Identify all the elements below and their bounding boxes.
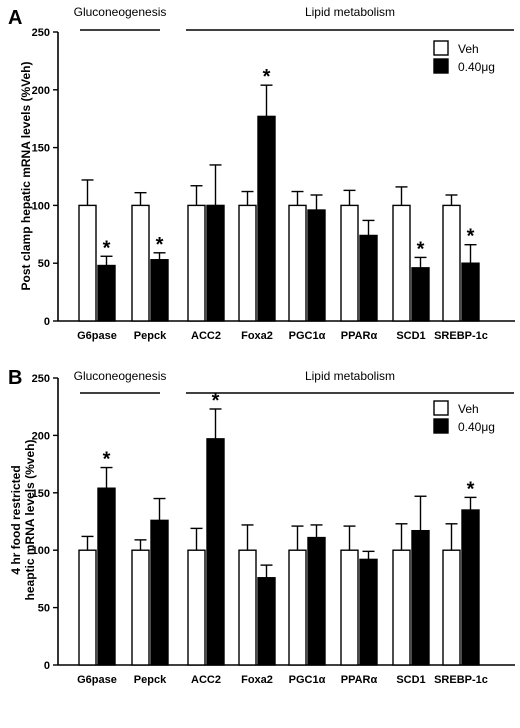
panel-a-y-tick-label: 100: [32, 200, 50, 212]
panel-a-x-tick-label: ACC2: [191, 330, 221, 342]
panel-b-bar-veh: [238, 549, 257, 666]
panel-a-x-tick-label: G6pase: [77, 330, 117, 342]
panel-b-x-tick-label: Pepck: [134, 674, 167, 686]
panel-a-significance-marker: *: [156, 234, 164, 256]
panel-b-significance-marker: *: [103, 449, 111, 471]
panel-a-y-tick-label: 50: [38, 258, 50, 270]
panel-b-x-tick-label: ACC2: [191, 674, 221, 686]
panel-b-significance-marker: *: [212, 390, 220, 412]
panel-b-bar-treated: [97, 487, 116, 666]
panel-b-bar-treated: [461, 509, 480, 666]
panel-a-bar-veh: [187, 204, 206, 322]
panel-b-y-axis-title-line: heaptic mRNA levels (%veh): [23, 440, 37, 601]
panel-a-bar-treated: [411, 267, 430, 322]
panel-b-y-tick-label: 100: [32, 545, 50, 557]
panel-b-y-tick-label: 250: [32, 373, 50, 385]
panel-a-group-label: Lipid metabolism: [305, 5, 395, 19]
panel-a-significance-marker: *: [467, 226, 475, 248]
panel-b-group-label: Lipid metabolism: [305, 369, 395, 383]
panel-b-significance-marker: *: [467, 478, 475, 500]
panel-a-y-tick-label: 250: [32, 27, 50, 39]
panel-b-bar-veh: [442, 549, 461, 666]
panel-a-bar-treated: [461, 262, 480, 322]
panel-b-bar-veh: [392, 549, 411, 666]
panel-a-legend-label: 0.40μg: [458, 60, 495, 74]
panel-a-y-axis-title: Post clamp hepatic mRNA levels (%Veh): [19, 62, 33, 291]
panel-b-bar-treated: [150, 519, 169, 666]
panel-a-x-tick-label: Foxa2: [241, 330, 273, 342]
panel-b-legend-swatch: [433, 418, 449, 434]
panel-b-bar-veh: [288, 549, 307, 666]
panel-a-bar-veh: [238, 204, 257, 322]
panel-b-x-tick-label: PPARα: [341, 674, 378, 686]
panel-b-bar-treated: [257, 577, 276, 666]
panel-a-x-tick-label: SREBP-1c: [434, 330, 488, 342]
panel-a-significance-marker: *: [103, 237, 111, 259]
panel-a-y-tick-label: 200: [32, 85, 50, 97]
panel-b-bar-treated: [411, 529, 430, 666]
panel-a-legend-swatch: [433, 40, 449, 56]
panel-a-significance-marker: *: [263, 66, 271, 88]
panel-a-bar-veh: [288, 204, 307, 322]
panel-b-y-tick-label: 200: [32, 430, 50, 442]
panel-b-x-tick-label: Foxa2: [241, 674, 273, 686]
panel-b-bar-treated: [206, 438, 225, 666]
panel-b-legend-swatch: [433, 400, 449, 416]
panel-a-x-tick-label: PPARα: [341, 330, 378, 342]
panel-b-y-tick-label: 0: [44, 660, 50, 672]
panel-b-y-axis-title-line: 4 hr food restricted: [9, 465, 23, 574]
panel-a-significance-marker: *: [417, 238, 425, 260]
panel-a-label: A: [8, 7, 22, 29]
panel-a-bar-treated: [257, 115, 276, 322]
panel-a-x-tick-label: Pepck: [134, 330, 167, 342]
panel-b-x-tick-label: G6pase: [77, 674, 117, 686]
panel-b-legend-label: Veh: [458, 402, 479, 416]
panel-a-legend-swatch: [433, 58, 449, 74]
panel-a-x-tick-label: PGC1α: [289, 330, 326, 342]
panel-a-bar-veh: [442, 204, 461, 322]
panel-b-label: B: [8, 367, 22, 389]
panel-b-y-tick-label: 150: [32, 488, 50, 500]
panel-a-y-tick-label: 0: [44, 316, 50, 328]
panel-b-y-tick-label: 50: [38, 603, 50, 615]
panel-a-bar-veh: [392, 204, 411, 322]
panel-a-bar-veh: [78, 204, 97, 322]
panel-b-bar-veh: [340, 549, 359, 666]
panel-a-x-tick-label: SCD1: [396, 330, 425, 342]
panel-a-group-label: Gluconeogenesis: [74, 5, 167, 19]
panel-b-bar-treated: [307, 536, 326, 666]
panel-b-x-tick-label: PGC1α: [289, 674, 326, 686]
panel-b-bar-treated: [359, 558, 378, 666]
panel-b-bar-veh: [78, 549, 97, 666]
panel-a-bar-treated: [97, 264, 116, 322]
panel-a-bar-treated: [307, 209, 326, 322]
panel-b-group-label: Gluconeogenesis: [74, 369, 167, 383]
panel-a-bar-treated: [359, 234, 378, 322]
panel-a-y-tick-label: 150: [32, 143, 50, 155]
panel-a-bar-treated: [206, 204, 225, 322]
panel-b-x-tick-label: SREBP-1c: [434, 674, 488, 686]
panel-b-bar-veh: [187, 549, 206, 666]
panel-a-bar-treated: [150, 259, 169, 322]
panel-a-legend-label: Veh: [458, 42, 479, 56]
panel-b-bar-veh: [131, 549, 150, 666]
panel-b-x-tick-label: SCD1: [396, 674, 425, 686]
panel-a-bar-veh: [340, 204, 359, 322]
panel-b-legend-label: 0.40μg: [458, 420, 495, 434]
panel-a-bar-veh: [131, 204, 150, 322]
